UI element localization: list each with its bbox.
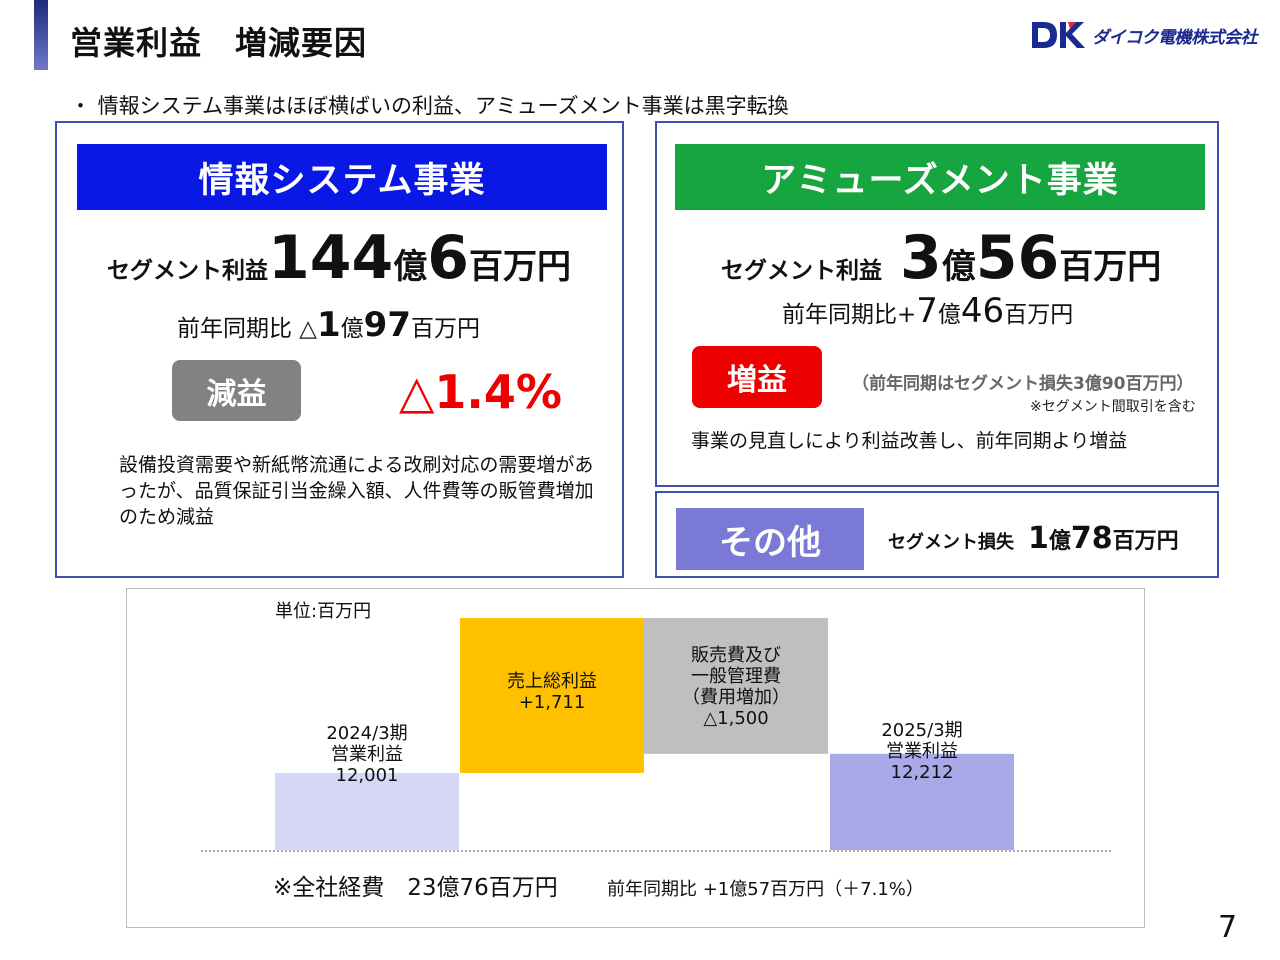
increase-badge: 増益 [692,346,822,408]
profit-oku-unit: 億 [941,247,976,287]
waterfall-label-3-1: 販売費及び [691,645,781,666]
corporate-expense-yoy: 前年同期比 +1億57百万円（＋7.1%） [607,879,924,900]
yoy-man-value: 46 [960,291,1005,331]
waterfall-chart-svg: 単位:百万円2024/3期営業利益12,001売上総利益+1,711販売費及び一… [201,601,1112,901]
amusement-panel: アミューズメント事業 セグメント利益 3 億 56 百万円 前年同期比+ 7 億… [655,121,1219,487]
waterfall-label-4-1: 2025/3期 [881,720,962,741]
yoy-oku-unit: 億 [937,302,961,328]
other-badge: その他 [676,508,864,570]
profit-label: セグメント利益 [721,258,882,284]
chart-unit-label: 単位:百万円 [275,601,371,622]
other-loss-label: セグメント損失 [888,532,1014,553]
dk-logo-icon [1032,22,1085,48]
info-system-profit: セグメント利益 144 億 6 百万円 [107,223,571,293]
waterfall-bar-1 [275,772,459,850]
waterfall-label-1-2: 営業利益 [331,744,403,765]
intersegment-note: ※セグメント間取引を含む [1030,399,1196,415]
profit-label: セグメント利益 [107,258,268,284]
change-percentage: △1.4% [399,365,562,419]
other-man-value: 78 [1070,521,1113,556]
yoy-oku-value: 7 [916,291,938,331]
info-system-note: 設備投資需要や新紙幣流通による改刷対応の需要増があったが、品質保証引当金繰入額、… [119,454,594,528]
profit-man-unit: 百万円 [1059,247,1162,287]
logo-text: ダイコク電機株式会社 [1092,27,1258,48]
info-system-panel: 情報システム事業 セグメント利益 144 億 6 百万円 前年同期比 △ 1 億… [55,121,624,578]
corporate-expense-note: ※全社経費 23億76百万円 [273,875,558,901]
waterfall-label-2-2: +1,711 [519,692,586,713]
waterfall-chart: 単位:百万円 2024/3期 営業利益 12,001 売上総利益 +1,711 販売費及び一… [126,588,1145,928]
profit-oku-unit: 億 [393,247,428,287]
yoy-man-unit: 百万円 [1004,302,1074,328]
other-loss: セグメント損失 1 億 78 百万円 [888,521,1179,556]
info-system-yoy: 前年同期比 △ 1 億 97 百万円 [177,305,480,345]
yoy-man-value: 97 [363,305,411,345]
profit-man-value: 56 [975,223,1060,293]
yoy-man-unit: 百万円 [411,316,480,342]
yoy-oku-unit: 億 [340,316,364,342]
prior-period-note: （前年同期はセグメント損失3億90百万円） [852,374,1194,394]
waterfall-label-3-3: （費用増加） [682,687,790,708]
other-oku-value: 1 [1028,521,1049,556]
waterfall-label-1-3: 12,001 [336,765,399,786]
slide-title: 営業利益 増減要因 [70,24,368,62]
amusement-profit: セグメント利益 3 億 56 百万円 [721,223,1161,293]
other-panel: その他 セグメント損失 1 億 78 百万円 [655,491,1219,578]
waterfall-label-3-4: △1,500 [703,708,768,729]
waterfall-bar-3 [644,618,828,754]
yoy-label: 前年同期比+ [782,302,917,328]
title-accent-bar [34,0,48,70]
waterfall-label-2-1: 売上総利益 [507,671,597,692]
waterfall-label-1-1: 2024/3期 [326,723,407,744]
profit-man-value: 6 [427,223,469,293]
waterfall-label-4-2: 営業利益 [886,741,958,762]
other-man-unit: 百万円 [1112,529,1179,554]
yoy-oku-value: 1 [317,305,341,345]
profit-man-unit: 百万円 [469,247,571,287]
info-system-header: 情報システム事業 [77,144,607,210]
amusement-header: アミューズメント事業 [675,144,1205,210]
profit-oku-value: 3 [900,223,942,293]
other-oku-unit: 億 [1048,529,1071,554]
waterfall-label-4-3: 12,212 [891,762,954,783]
yoy-label: 前年同期比 △ [177,316,317,342]
decrease-badge: 減益 [172,360,301,421]
profit-oku-value: 144 [268,223,394,293]
waterfall-bar-4 [830,753,1014,850]
waterfall-bar-2 [460,618,644,773]
summary-bullet: ・ 情報システム事業はほぼ横ばいの利益、アミューズメント事業は黒字転換 [70,94,789,118]
amusement-yoy: 前年同期比+ 7 億 46 百万円 [782,291,1073,331]
amusement-note: 事業の見直しにより利益改善し、前年同期より増益 [691,430,1128,452]
waterfall-label-3-2: 一般管理費 [691,666,781,687]
company-logo: ダイコク電機株式会社 [1030,18,1266,52]
page-number: 7 [1218,910,1238,945]
